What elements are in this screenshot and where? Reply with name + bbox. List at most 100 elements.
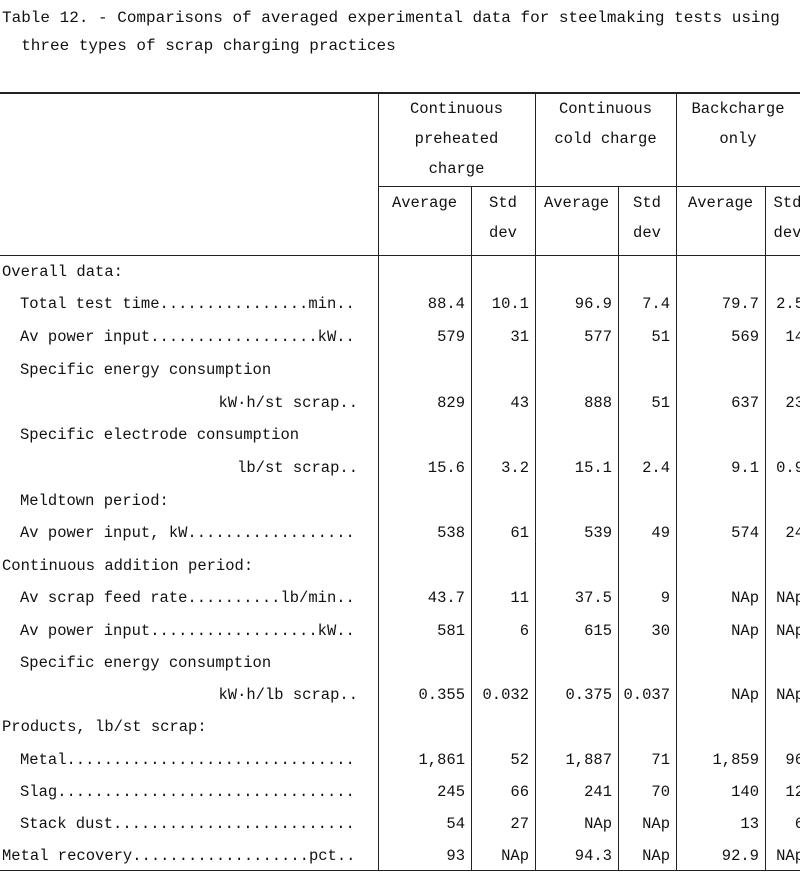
cell-value: 14 bbox=[785, 328, 800, 346]
sub-header: Std dev bbox=[489, 194, 517, 242]
cell-value: 569 bbox=[731, 328, 759, 346]
row-label: lb/st scrap.. bbox=[237, 459, 358, 477]
rule bbox=[0, 92, 800, 94]
cell-value: 15.1 bbox=[574, 459, 612, 477]
row-label: Metal............................... bbox=[20, 751, 355, 769]
group-header: Continuous cold charge bbox=[554, 100, 657, 148]
cell-value: 2.4 bbox=[642, 459, 670, 477]
cell-value: 11 bbox=[510, 589, 529, 607]
cell-value: 88.4 bbox=[427, 295, 465, 313]
cell-value: 3.2 bbox=[501, 459, 529, 477]
cell-value: NAp bbox=[642, 847, 670, 865]
cell-value: NAp bbox=[501, 847, 529, 865]
cell-value: 0.037 bbox=[623, 686, 670, 704]
cell-value: 0.9 bbox=[776, 459, 800, 477]
cell-value: 0.375 bbox=[565, 686, 612, 704]
cell-value: NAp bbox=[776, 622, 800, 640]
cell-value: 93 bbox=[446, 847, 465, 865]
rule bbox=[676, 92, 677, 870]
cell-value: 94.3 bbox=[574, 847, 612, 865]
cell-value: 1,859 bbox=[712, 751, 759, 769]
row-label: Specific energy consumption bbox=[20, 361, 272, 379]
cell-value: 888 bbox=[584, 394, 612, 412]
table-title: Table 12. - Comparisons of averaged expe… bbox=[2, 9, 780, 55]
row-label: Slag................................ bbox=[20, 783, 355, 801]
cell-value: 241 bbox=[584, 783, 612, 801]
cell-value: 37.5 bbox=[574, 589, 612, 607]
cell-value: 577 bbox=[584, 328, 612, 346]
cell-value: 66 bbox=[510, 783, 529, 801]
rule bbox=[378, 92, 379, 870]
cell-value: 12 bbox=[785, 783, 800, 801]
rule bbox=[765, 186, 766, 870]
cell-value: 9.1 bbox=[731, 459, 759, 477]
cell-value: 43.7 bbox=[427, 589, 465, 607]
cell-value: 581 bbox=[437, 622, 465, 640]
cell-value: 0.032 bbox=[482, 686, 529, 704]
cell-value: 10.1 bbox=[491, 295, 529, 313]
cell-value: 27 bbox=[510, 815, 529, 833]
row-label: Specific electrode consumption bbox=[20, 426, 300, 444]
rule bbox=[618, 186, 619, 870]
cell-value: 0.355 bbox=[418, 686, 465, 704]
cell-value: 2.5 bbox=[776, 295, 800, 313]
cell-value: 539 bbox=[584, 524, 612, 542]
sub-header: Average bbox=[543, 194, 610, 212]
cell-value: 71 bbox=[651, 751, 670, 769]
sub-header: Std dev bbox=[773, 194, 800, 242]
cell-value: 96.9 bbox=[574, 295, 612, 313]
cell-value: 1,887 bbox=[565, 751, 612, 769]
cell-value: 9 bbox=[660, 589, 670, 607]
group-header: Backcharge only bbox=[691, 100, 785, 148]
group-header: Continuous preheated charge bbox=[409, 100, 503, 178]
row-label: Products, lb/st scrap: bbox=[2, 718, 207, 736]
cell-value: 61 bbox=[510, 524, 529, 542]
cell-value: 70 bbox=[651, 783, 670, 801]
rule bbox=[0, 870, 800, 871]
cell-value: 31 bbox=[510, 328, 529, 346]
cell-value: 51 bbox=[651, 394, 670, 412]
cell-value: NAp bbox=[776, 686, 800, 704]
cell-value: NAp bbox=[584, 815, 612, 833]
cell-value: 615 bbox=[584, 622, 612, 640]
cell-value: 23 bbox=[785, 394, 800, 412]
cell-value: 52 bbox=[510, 751, 529, 769]
rule bbox=[471, 186, 472, 870]
cell-value: NAp bbox=[731, 589, 759, 607]
cell-value: 43 bbox=[510, 394, 529, 412]
sub-header: Average bbox=[687, 194, 754, 212]
row-label: kW·h/st scrap.. bbox=[218, 394, 358, 412]
cell-value: 574 bbox=[731, 524, 759, 542]
cell-value: 79.7 bbox=[721, 295, 759, 313]
row-label: Overall data: bbox=[2, 263, 123, 281]
cell-value: 24 bbox=[785, 524, 800, 542]
cell-value: 538 bbox=[437, 524, 465, 542]
row-label: Av power input, kW.................. bbox=[20, 524, 355, 542]
cell-value: 51 bbox=[651, 328, 670, 346]
row-label: Total test time................min.. bbox=[20, 295, 355, 313]
row-label: Stack dust.......................... bbox=[20, 815, 355, 833]
cell-value: 245 bbox=[437, 783, 465, 801]
cell-value: 30 bbox=[651, 622, 670, 640]
row-label: Metal recovery...................pct.. bbox=[2, 847, 356, 865]
cell-value: 140 bbox=[731, 783, 759, 801]
cell-value: NAp bbox=[731, 622, 759, 640]
cell-value: 54 bbox=[446, 815, 465, 833]
rule bbox=[535, 92, 536, 870]
cell-value: 15.6 bbox=[427, 459, 465, 477]
cell-value: 49 bbox=[651, 524, 670, 542]
rule bbox=[0, 255, 800, 256]
sub-header: Average bbox=[391, 194, 458, 212]
cell-value: 6 bbox=[519, 622, 529, 640]
row-label: kW·h/lb scrap.. bbox=[218, 686, 358, 704]
rule bbox=[378, 186, 800, 187]
cell-value: 7.4 bbox=[642, 295, 670, 313]
row-label: Continuous addition period: bbox=[2, 557, 254, 575]
row-label: Av power input..................kW.. bbox=[20, 328, 355, 346]
cell-value: NAp bbox=[776, 847, 800, 865]
row-label: Specific energy consumption bbox=[20, 654, 272, 672]
cell-value: NAp bbox=[642, 815, 670, 833]
sub-header: Std dev bbox=[633, 194, 661, 242]
cell-value: 96 bbox=[785, 751, 800, 769]
